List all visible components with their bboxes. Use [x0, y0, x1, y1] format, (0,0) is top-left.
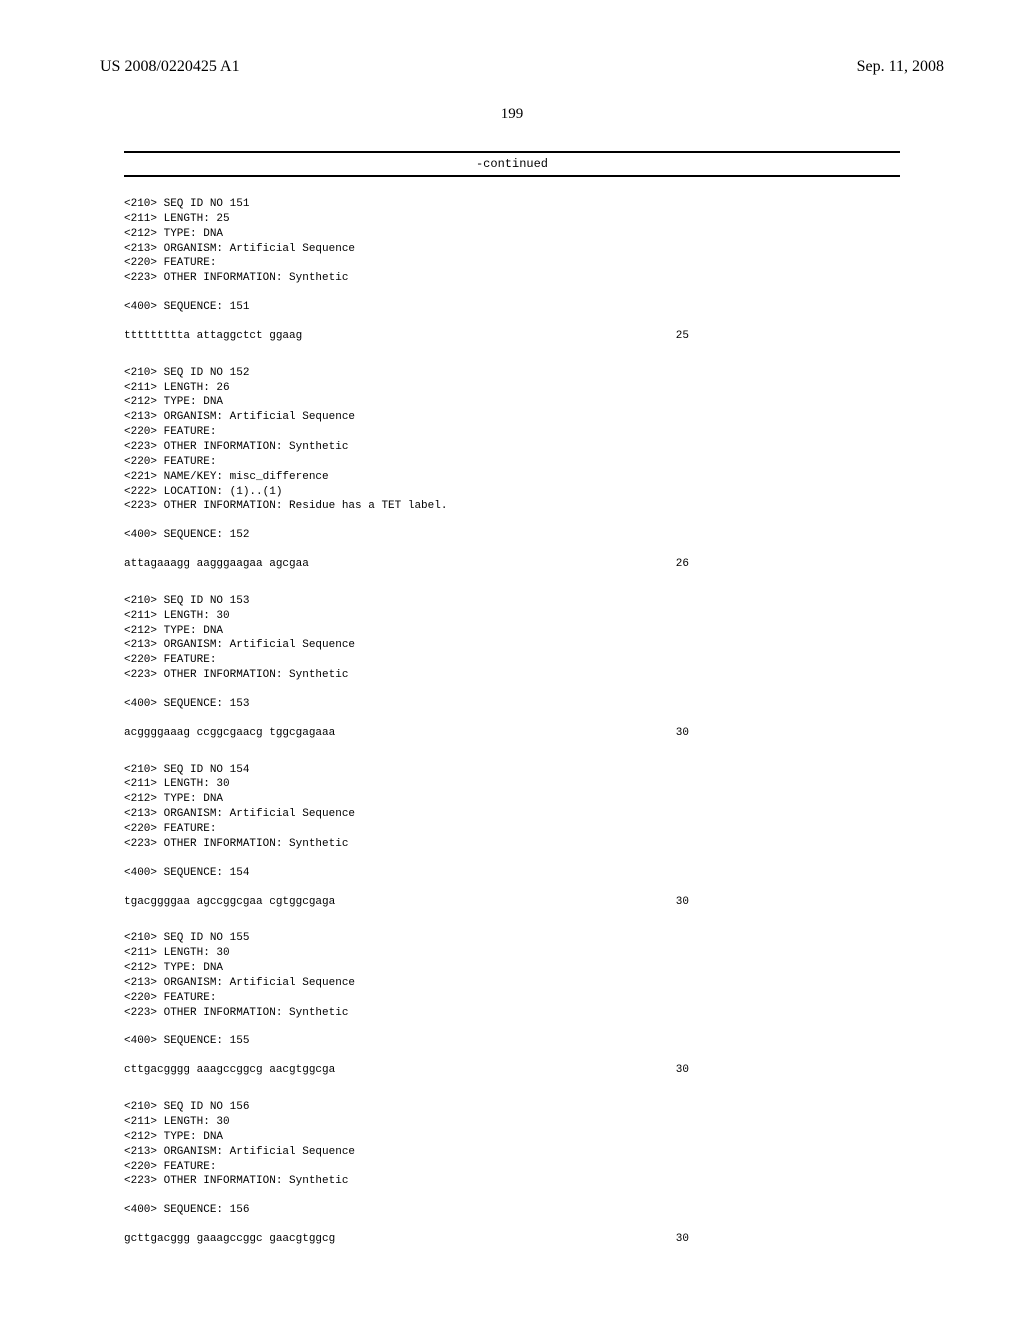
sequence-header-line: <210> SEQ ID NO 154	[124, 763, 900, 778]
sequence-label: <400> SEQUENCE: 155	[124, 1034, 900, 1049]
sequence-header-line: <220> FEATURE:	[124, 991, 900, 1006]
sequence-text: cttgacgggg aaagccggcg aacgtggcga	[124, 1063, 335, 1078]
sequence-header-line: <220> FEATURE:	[124, 256, 900, 271]
sequence-header-line: <210> SEQ ID NO 153	[124, 594, 900, 609]
sequence-header-line: <212> TYPE: DNA	[124, 395, 900, 410]
sequence-label: <400> SEQUENCE: 154	[124, 866, 900, 881]
sequence-header-line: <220> FEATURE:	[124, 822, 900, 837]
sequence-length: 26	[676, 557, 689, 572]
sequence-row: acggggaaag ccggcgaacg tggcgagaaa 30	[124, 726, 689, 741]
sequence-header-line: <211> LENGTH: 30	[124, 946, 900, 961]
sequence-block: <210> SEQ ID NO 152<211> LENGTH: 26<212>…	[124, 366, 900, 572]
continued-section: -continued	[124, 151, 900, 177]
sequence-label: <400> SEQUENCE: 153	[124, 697, 900, 712]
sequence-header-line: <212> TYPE: DNA	[124, 792, 900, 807]
sequence-header-line: <210> SEQ ID NO 156	[124, 1100, 900, 1115]
page-number: 199	[0, 106, 1024, 123]
sequence-header-line: <222> LOCATION: (1)..(1)	[124, 485, 900, 500]
sequence-header-line: <211> LENGTH: 25	[124, 212, 900, 227]
sequence-text: gcttgacggg gaaagccggc gaacgtggcg	[124, 1232, 335, 1247]
page-header: US 2008/0220425 A1 Sep. 11, 2008	[0, 0, 1024, 76]
publication-date: Sep. 11, 2008	[857, 58, 944, 76]
sequence-header-line: <220> FEATURE:	[124, 653, 900, 668]
sequence-header-line: <213> ORGANISM: Artificial Sequence	[124, 1145, 900, 1160]
sequence-header: <210> SEQ ID NO 154<211> LENGTH: 30<212>…	[124, 763, 900, 852]
sequence-header: <210> SEQ ID NO 152<211> LENGTH: 26<212>…	[124, 366, 900, 514]
sequence-listing: <210> SEQ ID NO 151<211> LENGTH: 25<212>…	[0, 177, 1024, 1247]
sequence-header-line: <212> TYPE: DNA	[124, 624, 900, 639]
sequence-header-line: <211> LENGTH: 26	[124, 381, 900, 396]
sequence-header-line: <210> SEQ ID NO 151	[124, 197, 900, 212]
sequence-header-line: <213> ORGANISM: Artificial Sequence	[124, 638, 900, 653]
sequence-header-line: <220> FEATURE:	[124, 1160, 900, 1175]
sequence-header-line: <223> OTHER INFORMATION: Synthetic	[124, 668, 900, 683]
sequence-header-line: <213> ORGANISM: Artificial Sequence	[124, 242, 900, 257]
sequence-header-line: <212> TYPE: DNA	[124, 227, 900, 242]
sequence-row: attagaaagg aagggaagaa agcgaa 26	[124, 557, 689, 572]
sequence-header-line: <210> SEQ ID NO 155	[124, 931, 900, 946]
continued-label: -continued	[124, 154, 900, 174]
sequence-label: <400> SEQUENCE: 151	[124, 300, 900, 315]
sequence-block: <210> SEQ ID NO 154<211> LENGTH: 30<212>…	[124, 763, 900, 910]
sequence-text: acggggaaag ccggcgaacg tggcgagaaa	[124, 726, 335, 741]
sequence-header: <210> SEQ ID NO 155<211> LENGTH: 30<212>…	[124, 931, 900, 1020]
sequence-block: <210> SEQ ID NO 153<211> LENGTH: 30<212>…	[124, 594, 900, 741]
sequence-header: <210> SEQ ID NO 151<211> LENGTH: 25<212>…	[124, 197, 900, 286]
sequence-header-line: <221> NAME/KEY: misc_difference	[124, 470, 900, 485]
sequence-header-line: <223> OTHER INFORMATION: Synthetic	[124, 440, 900, 455]
sequence-header-line: <212> TYPE: DNA	[124, 1130, 900, 1145]
sequence-block: <210> SEQ ID NO 156<211> LENGTH: 30<212>…	[124, 1100, 900, 1247]
sequence-text: tgacggggaa agccggcgaa cgtggcgaga	[124, 895, 335, 910]
publication-number: US 2008/0220425 A1	[100, 58, 240, 76]
sequence-header-line: <223> OTHER INFORMATION: Residue has a T…	[124, 499, 900, 514]
sequence-header-line: <211> LENGTH: 30	[124, 1115, 900, 1130]
sequence-length: 30	[676, 726, 689, 741]
sequence-row: ttttttttta attaggctct ggaag 25	[124, 329, 689, 344]
sequence-header-line: <223> OTHER INFORMATION: Synthetic	[124, 271, 900, 286]
sequence-header-line: <213> ORGANISM: Artificial Sequence	[124, 410, 900, 425]
sequence-header-line: <212> TYPE: DNA	[124, 961, 900, 976]
sequence-header-line: <213> ORGANISM: Artificial Sequence	[124, 807, 900, 822]
sequence-header-line: <220> FEATURE:	[124, 425, 900, 440]
sequence-header-line: <211> LENGTH: 30	[124, 777, 900, 792]
sequence-label: <400> SEQUENCE: 156	[124, 1203, 900, 1218]
sequence-block: <210> SEQ ID NO 155<211> LENGTH: 30<212>…	[124, 931, 900, 1078]
sequence-header-line: <223> OTHER INFORMATION: Synthetic	[124, 1006, 900, 1021]
sequence-header-line: <210> SEQ ID NO 152	[124, 366, 900, 381]
sequence-length: 30	[676, 1063, 689, 1078]
sequence-header-line: <220> FEATURE:	[124, 455, 900, 470]
sequence-label: <400> SEQUENCE: 152	[124, 528, 900, 543]
sequence-length: 30	[676, 1232, 689, 1247]
horizontal-rule	[124, 151, 900, 153]
sequence-length: 25	[676, 329, 689, 344]
sequence-text: ttttttttta attaggctct ggaag	[124, 329, 302, 344]
sequence-header-line: <223> OTHER INFORMATION: Synthetic	[124, 837, 900, 852]
sequence-row: tgacggggaa agccggcgaa cgtggcgaga 30	[124, 895, 689, 910]
sequence-header: <210> SEQ ID NO 156<211> LENGTH: 30<212>…	[124, 1100, 900, 1189]
sequence-header: <210> SEQ ID NO 153<211> LENGTH: 30<212>…	[124, 594, 900, 683]
sequence-length: 30	[676, 895, 689, 910]
sequence-row: cttgacgggg aaagccggcg aacgtggcga 30	[124, 1063, 689, 1078]
sequence-row: gcttgacggg gaaagccggc gaacgtggcg 30	[124, 1232, 689, 1247]
sequence-header-line: <211> LENGTH: 30	[124, 609, 900, 624]
sequence-block: <210> SEQ ID NO 151<211> LENGTH: 25<212>…	[124, 197, 900, 344]
sequence-header-line: <213> ORGANISM: Artificial Sequence	[124, 976, 900, 991]
sequence-text: attagaaagg aagggaagaa agcgaa	[124, 557, 309, 572]
sequence-header-line: <223> OTHER INFORMATION: Synthetic	[124, 1174, 900, 1189]
